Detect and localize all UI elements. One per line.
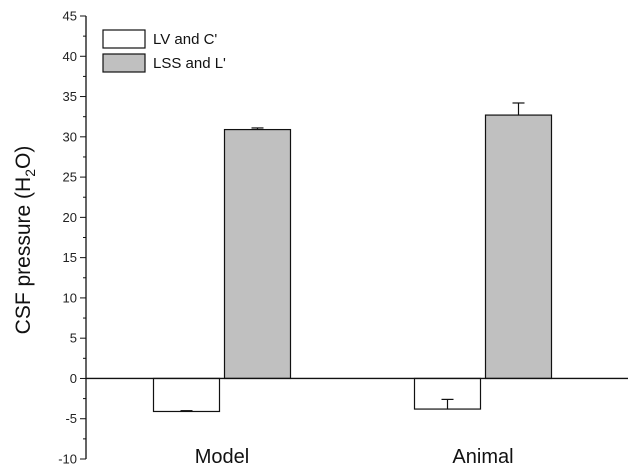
y-axis-label-main: CSF pressure (H bbox=[12, 177, 35, 335]
y-tick-label: 10 bbox=[63, 290, 77, 305]
y-axis-label-text: CSF pressure (H2O) bbox=[12, 146, 38, 335]
axes bbox=[85, 16, 628, 459]
bar bbox=[223, 128, 292, 380]
y-tick-label: -10 bbox=[58, 452, 77, 467]
x-category-label: Model bbox=[195, 446, 249, 468]
y-tick-label: -5 bbox=[65, 411, 77, 426]
y-axis-label: CSF pressure (H2O) bbox=[12, 146, 38, 335]
x-category-label: Animal bbox=[452, 446, 513, 468]
y-tick-label: 20 bbox=[63, 210, 77, 225]
bars bbox=[152, 102, 553, 413]
bar bbox=[152, 377, 221, 413]
y-tick-label: 0 bbox=[70, 371, 77, 386]
bar bbox=[484, 114, 553, 380]
y-axis-ticks: -10 -5 0 5 10 15 20 25 30 35 40 45 bbox=[58, 9, 86, 467]
x-axis-category-labels: Model Animal bbox=[195, 446, 514, 468]
y-tick-label: 45 bbox=[63, 9, 77, 24]
y-tick-label: 15 bbox=[63, 250, 77, 265]
y-tick-label: 35 bbox=[63, 89, 77, 104]
y-tick-label: 30 bbox=[63, 129, 77, 144]
y-tick-label: 5 bbox=[70, 331, 77, 346]
legend: LV and C' LSS and L' bbox=[102, 29, 226, 73]
legend-swatch bbox=[102, 53, 146, 73]
legend-label: LV and C' bbox=[153, 31, 217, 48]
legend-swatch bbox=[102, 29, 146, 49]
y-tick-label: 40 bbox=[63, 49, 77, 64]
legend-label: LSS and L' bbox=[153, 55, 226, 72]
y-axis-label-subscript: 2 bbox=[22, 169, 38, 177]
y-axis-label-tail: O) bbox=[12, 146, 35, 169]
y-tick-label: 25 bbox=[63, 170, 77, 185]
